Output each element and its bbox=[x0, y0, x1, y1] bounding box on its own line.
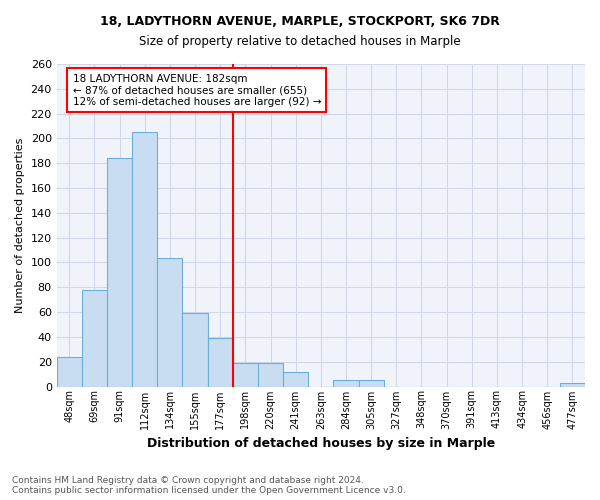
Bar bbox=[233, 363, 258, 386]
Bar bbox=[208, 338, 233, 386]
Text: Size of property relative to detached houses in Marple: Size of property relative to detached ho… bbox=[139, 35, 461, 48]
Bar bbox=[157, 258, 182, 386]
Text: 18, LADYTHORN AVENUE, MARPLE, STOCKPORT, SK6 7DR: 18, LADYTHORN AVENUE, MARPLE, STOCKPORT,… bbox=[100, 15, 500, 28]
Y-axis label: Number of detached properties: Number of detached properties bbox=[15, 138, 25, 313]
Bar bbox=[359, 380, 384, 386]
Bar bbox=[107, 158, 132, 386]
Text: 18 LADYTHORN AVENUE: 182sqm
← 87% of detached houses are smaller (655)
12% of se: 18 LADYTHORN AVENUE: 182sqm ← 87% of det… bbox=[73, 74, 321, 107]
Bar bbox=[56, 356, 82, 386]
X-axis label: Distribution of detached houses by size in Marple: Distribution of detached houses by size … bbox=[147, 437, 495, 450]
Bar bbox=[258, 363, 283, 386]
Bar bbox=[82, 290, 107, 386]
Bar bbox=[283, 372, 308, 386]
Bar bbox=[334, 380, 359, 386]
Bar bbox=[132, 132, 157, 386]
Bar bbox=[182, 314, 208, 386]
Bar bbox=[560, 383, 585, 386]
Text: Contains HM Land Registry data © Crown copyright and database right 2024.
Contai: Contains HM Land Registry data © Crown c… bbox=[12, 476, 406, 495]
